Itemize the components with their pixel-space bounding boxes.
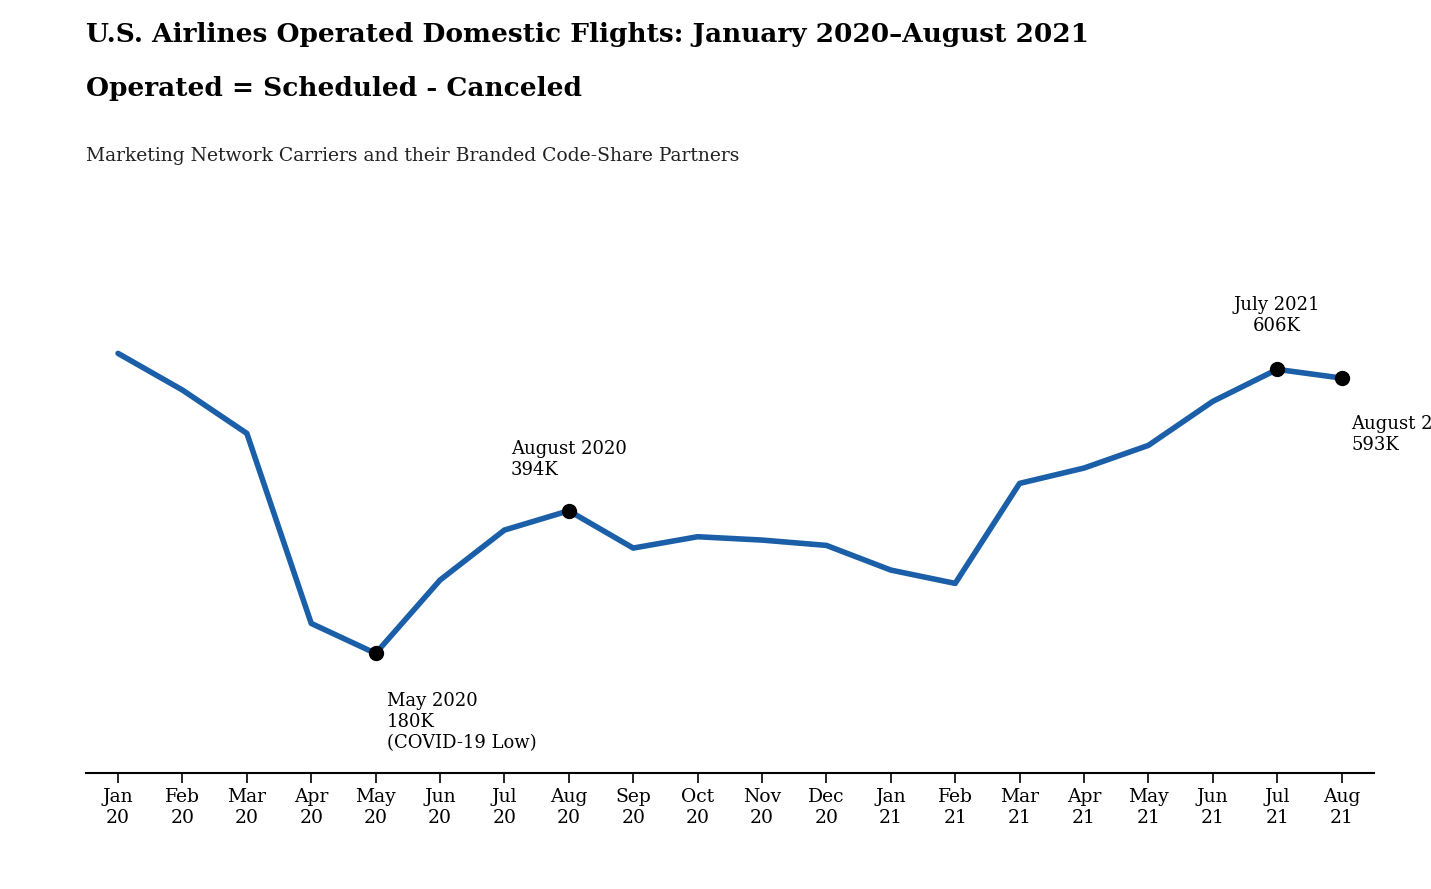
Text: Marketing Network Carriers and their Branded Code-Share Partners: Marketing Network Carriers and their Bra… <box>86 147 740 164</box>
Text: August 2021
593K: August 2021 593K <box>1351 414 1431 453</box>
Text: U.S. Airlines Operated Domestic Flights: January 2020–August 2021: U.S. Airlines Operated Domestic Flights:… <box>86 22 1089 47</box>
Text: August 2020
394K: August 2020 394K <box>511 440 627 478</box>
Text: July 2021
606K: July 2021 606K <box>1234 296 1321 334</box>
Text: May 2020
180K
(COVID-19 Low): May 2020 180K (COVID-19 Low) <box>388 692 537 752</box>
Text: Operated = Scheduled - Canceled: Operated = Scheduled - Canceled <box>86 76 582 100</box>
